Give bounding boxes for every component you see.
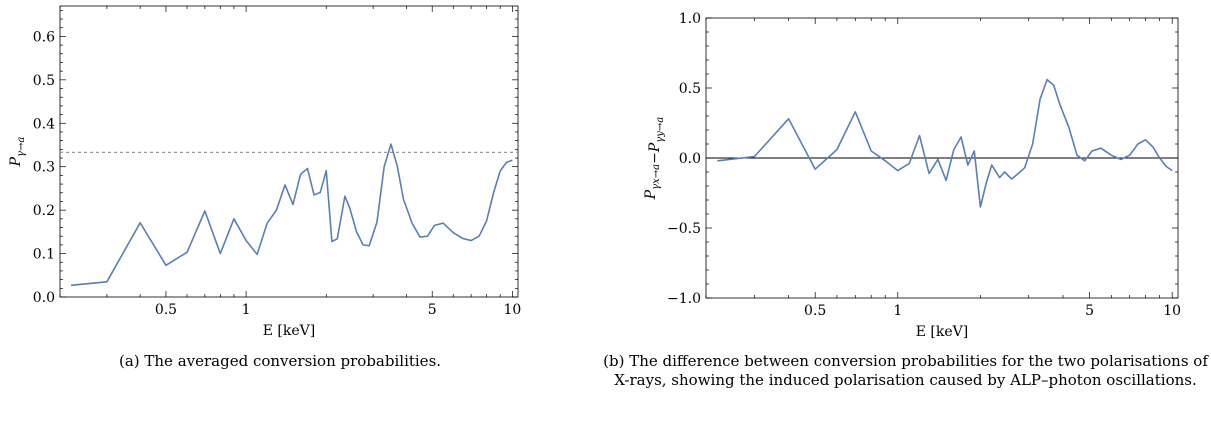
chart-a-ytick-label: 0.0	[33, 290, 55, 306]
chart-b-xtick-label: 0.5	[804, 303, 826, 319]
chart-a-ytick-label: 0.1	[33, 247, 55, 263]
chart-a-xtick-label: 0.5	[155, 302, 177, 318]
chart-a-xlabel: E [keV]	[263, 323, 315, 339]
chart-b-xtick-label: 10	[1163, 303, 1181, 319]
chart-b-ylabel: Pγx→a−Pγy→a	[643, 117, 666, 201]
chart-b-ytick-label: 1.0	[679, 11, 701, 27]
caption-b: (b) The difference between conversion pr…	[603, 352, 1208, 389]
chart-b-ytick-label: 0.0	[679, 151, 701, 167]
chart-a-xtick-label: 1	[242, 302, 251, 318]
chart-b-ytick-label: 0.5	[679, 81, 701, 97]
chart-a-ytick-label: 0.3	[33, 160, 55, 176]
chart-a-frame	[59, 5, 519, 298]
chart-b-series-line	[717, 78, 1173, 208]
chart-a: 0.5 1 5 10 0.0 0.1 0.2 0.3 0.4 0.5 0.6 E [keV] Pγ→a	[8, 5, 521, 339]
chart-b-ytick-label: −0.5	[667, 221, 701, 237]
chart-b: 0.5 1 5 10 −1.0 −0.5 0.0 0.5 1.0 E [keV] Pγx→a−Pγy…	[643, 11, 1181, 340]
chart-a-ytick-label: 0.2	[33, 203, 55, 219]
panel-b: 0.5 1 5 10 −1.0 −0.5 0.0 0.5 1.0 E [keV] Pγx→a−Pγy…	[600, 0, 1211, 433]
chart-b-ytick-label: −1.0	[667, 291, 701, 307]
chart-a-ytick-label: 0.5	[33, 73, 55, 89]
panel-a: 0.5 1 5 10 0.0 0.1 0.2 0.3 0.4 0.5 0.6 E [keV] Pγ→a …	[0, 0, 560, 433]
chart-b-xlabel: E [keV]	[916, 324, 968, 340]
chart-a-series-line	[70, 143, 513, 287]
chart-a-ytick-label: 0.6	[33, 29, 55, 45]
caption-a: (a) The averaged conversion probabilitie…	[118, 352, 442, 370]
chart-b-xtick-label: 1	[893, 303, 902, 319]
chart-b-xtick-label: 5	[1085, 303, 1094, 319]
chart-a-xtick-label: 10	[503, 302, 521, 318]
chart-a-ylabel: Pγ→a	[8, 137, 27, 168]
chart-a-xtick-label: 5	[428, 302, 437, 318]
chart-a-ytick-label: 0.4	[33, 116, 55, 132]
